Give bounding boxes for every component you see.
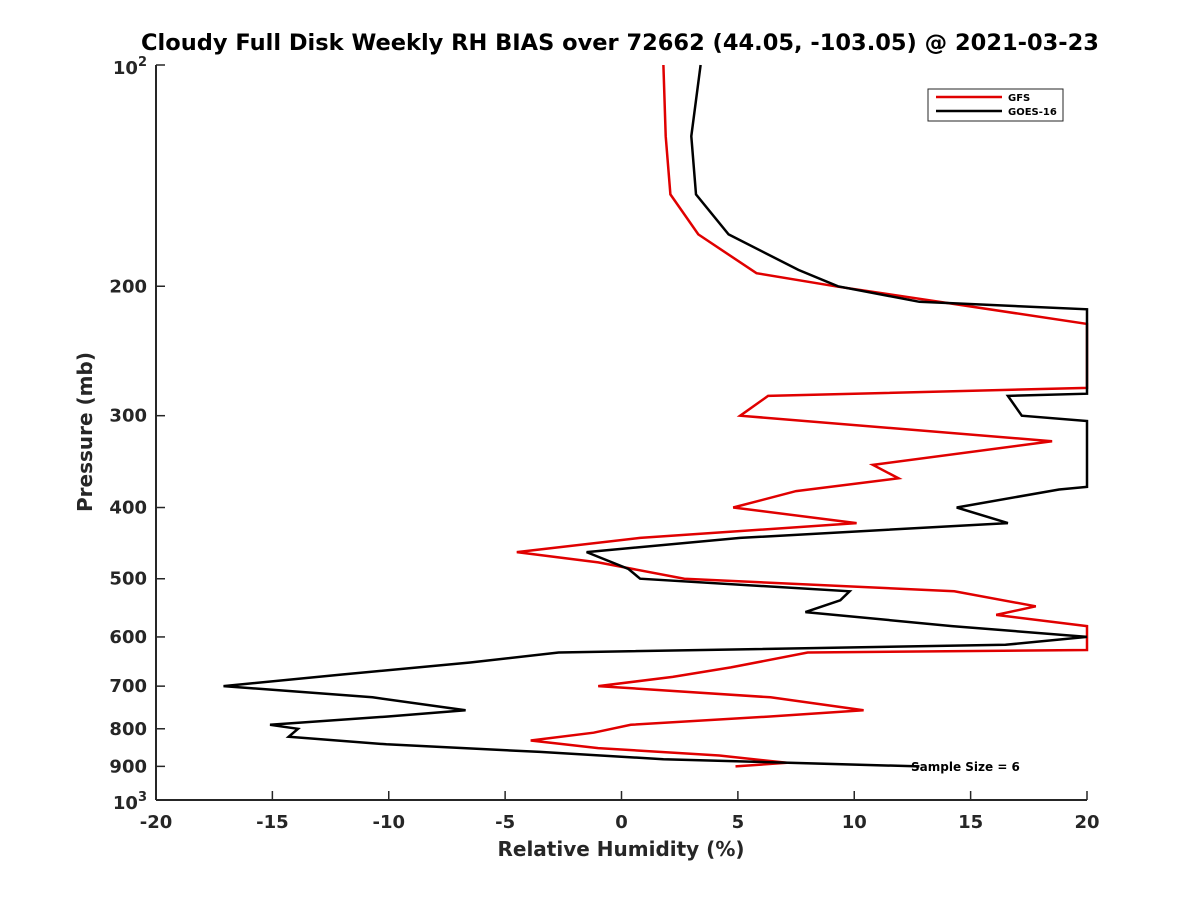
x-tick-label: 5	[732, 812, 745, 833]
x-tick-label: -20	[140, 812, 173, 833]
y-tick-label: 800	[109, 719, 147, 740]
x-axis-ticks: -20 -15 -10 -5 0 5 10 15 20	[140, 791, 1100, 833]
legend-label-gfs: GFS	[1008, 93, 1030, 104]
legend-label-goes16: GOES-16	[1008, 107, 1057, 118]
x-tick-label: 20	[1074, 812, 1099, 833]
legend: GFS GOES-16	[927, 88, 1064, 122]
x-tick-label: 15	[958, 812, 983, 833]
chart-title: Cloudy Full Disk Weekly RH BIAS over 726…	[141, 30, 1099, 56]
series-line-gfs	[516, 64, 1089, 768]
y-tick-label: 700	[109, 676, 147, 697]
y-tick-label: 600	[109, 627, 147, 648]
x-tick-label: -5	[495, 812, 515, 833]
y-tick-label-base: 10	[113, 793, 138, 814]
y-tick-label-exponent: 3	[138, 790, 147, 805]
y-tick-label-exponent: 2	[138, 55, 147, 70]
y-tick-label: 200	[109, 276, 147, 297]
legend-box	[927, 88, 1064, 122]
y-tick-label: 103	[113, 790, 147, 814]
sample-size-annotation: Sample Size = 6	[911, 760, 1020, 774]
y-axis-label: Pressure (mb)	[73, 352, 97, 512]
x-tick-label: 0	[615, 812, 628, 833]
series-line-goes-16	[223, 64, 1089, 768]
y-tick-label: 102	[113, 55, 147, 79]
y-tick-label-base: 10	[113, 58, 138, 79]
x-tick-label: -10	[372, 812, 405, 833]
y-tick-label: 300	[109, 406, 147, 427]
y-tick-label: 400	[109, 498, 147, 519]
x-axis-label: Relative Humidity (%)	[497, 837, 744, 861]
x-tick-label: 10	[842, 812, 867, 833]
y-tick-label: 900	[109, 756, 147, 777]
data-series	[223, 64, 1089, 768]
y-tick-label: 500	[109, 569, 147, 590]
x-tick-label: -15	[256, 812, 289, 833]
